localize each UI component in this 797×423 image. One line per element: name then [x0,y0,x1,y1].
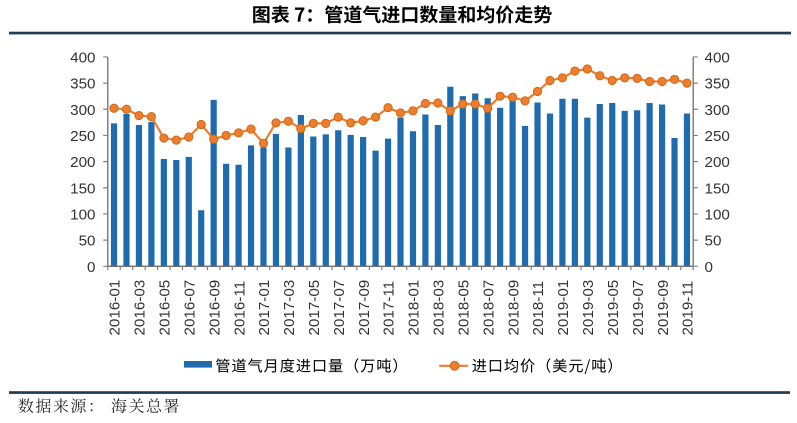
svg-text:250: 250 [70,128,95,145]
svg-text:2016-05: 2016-05 [157,280,174,336]
svg-text:2016-03: 2016-03 [132,280,149,336]
svg-text:2016-07: 2016-07 [181,280,198,336]
svg-text:2016-11: 2016-11 [231,281,248,336]
svg-text:2017-01: 2017-01 [256,280,273,336]
svg-text:2018-11: 2018-11 [530,281,547,336]
svg-text:2019-11: 2019-11 [680,281,697,336]
svg-text:50: 50 [79,233,96,250]
svg-text:50: 50 [705,233,722,250]
svg-text:2019-09: 2019-09 [655,280,672,336]
svg-text:0: 0 [87,259,95,276]
svg-text:2017-11: 2017-11 [381,281,398,336]
svg-text:350: 350 [70,76,95,93]
svg-text:2018-01: 2018-01 [406,280,423,336]
svg-text:2019-05: 2019-05 [605,280,622,336]
svg-text:0: 0 [705,259,713,276]
svg-text:250: 250 [705,128,730,145]
svg-text:2018-03: 2018-03 [431,280,448,336]
svg-text:2018-09: 2018-09 [505,280,522,336]
svg-text:2019-01: 2019-01 [555,280,572,336]
svg-text:150: 150 [70,180,95,197]
svg-text:2016-01: 2016-01 [107,280,124,336]
svg-text:2017-05: 2017-05 [306,280,323,336]
svg-text:2018-07: 2018-07 [480,280,497,336]
svg-text:2017-03: 2017-03 [281,280,298,336]
svg-text:400: 400 [705,50,730,67]
svg-text:200: 200 [705,154,730,171]
svg-text:100: 100 [705,207,730,224]
svg-text:100: 100 [70,207,95,224]
svg-text:2017-09: 2017-09 [356,280,373,336]
svg-text:2019-07: 2019-07 [630,280,647,336]
svg-text:200: 200 [70,154,95,171]
svg-text:2017-07: 2017-07 [331,280,348,336]
svg-text:350: 350 [705,76,730,93]
svg-text:300: 300 [705,102,730,119]
svg-text:2018-05: 2018-05 [455,280,472,336]
svg-text:2019-03: 2019-03 [580,280,597,336]
svg-text:2016-09: 2016-09 [206,280,223,336]
svg-text:150: 150 [705,180,730,197]
svg-text:300: 300 [70,102,95,119]
svg-text:400: 400 [70,50,95,67]
